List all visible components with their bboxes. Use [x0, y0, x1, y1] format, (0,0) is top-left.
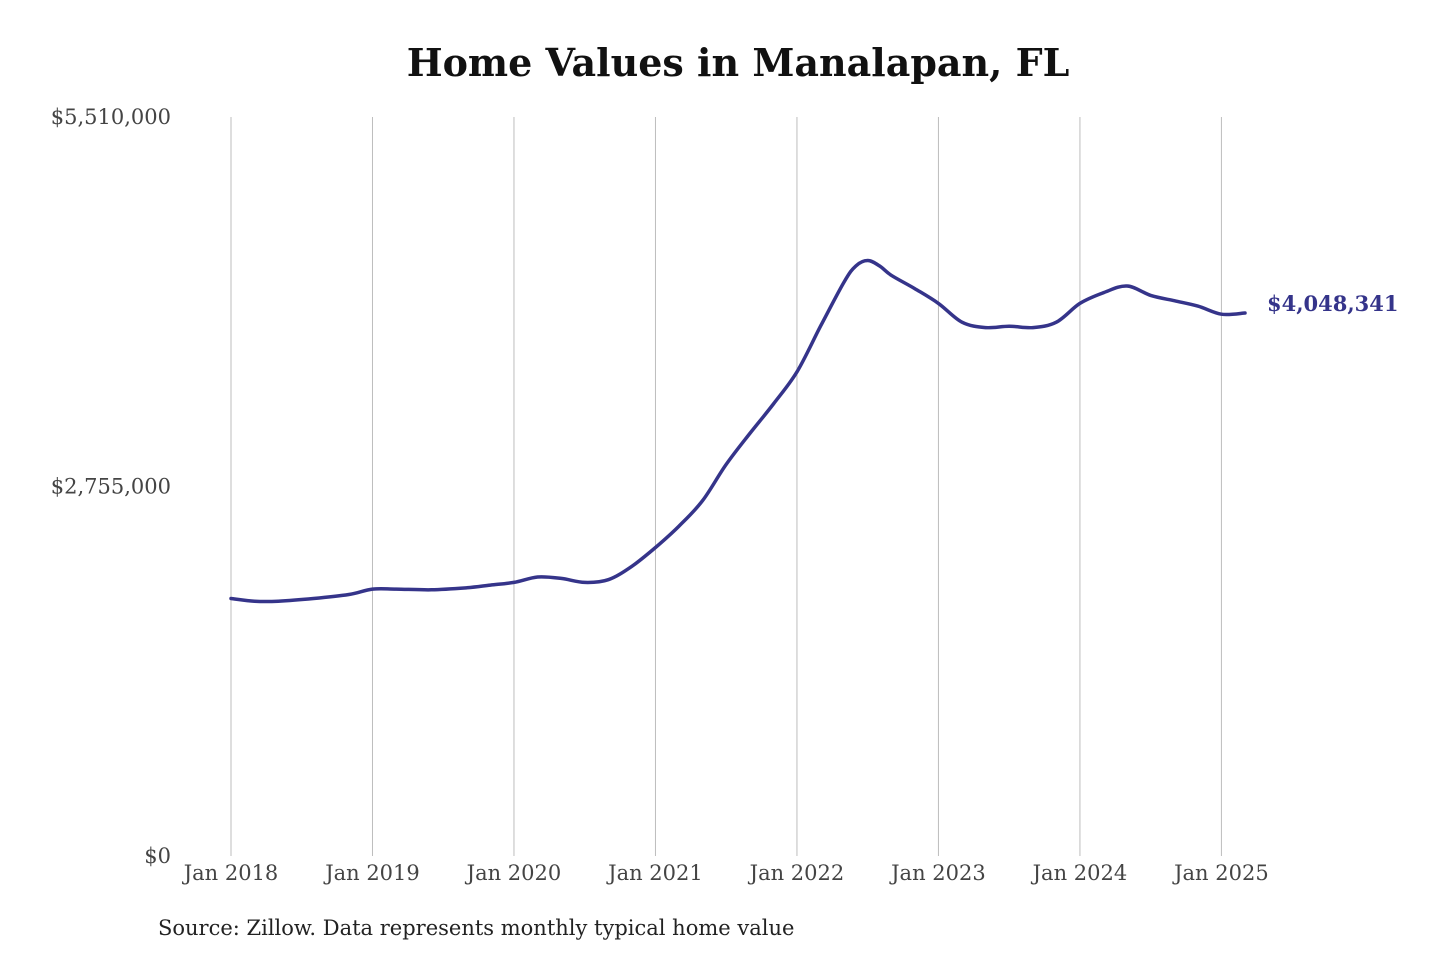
x-axis-tick-labels: Jan 2018 Jan 2019 Jan 2020 Jan 2021 Jan 2022… — [182, 861, 1269, 885]
chart-title: Home Values in Manalapan, FL — [406, 40, 1070, 85]
y-tick-label: $5,510,000 — [51, 105, 171, 129]
vertical-gridlines — [230, 117, 1222, 856]
y-tick-label: $0 — [144, 844, 171, 868]
y-axis-tick-labels: $5,510,000 $2,755,000 $0 — [51, 105, 171, 868]
end-value-label-layer: $4,048,341 — [1267, 291, 1399, 316]
x-tick-label: Jan 2024 — [1031, 861, 1128, 885]
x-tick-label: Jan 2020 — [465, 861, 562, 885]
y-tick-label: $2,755,000 — [51, 475, 171, 499]
x-tick-label: Jan 2021 — [606, 861, 703, 885]
x-tick-label: Jan 2018 — [182, 861, 279, 885]
source-note: Source: Zillow. Data represents monthly … — [158, 916, 795, 940]
home-value-series-line — [229, 258, 1247, 604]
x-tick-label: Jan 2019 — [323, 861, 420, 885]
x-tick-label: Jan 2023 — [889, 861, 986, 885]
x-tick-label: Jan 2025 — [1172, 861, 1269, 885]
x-tick-label: Jan 2022 — [748, 861, 845, 885]
series-layer — [229, 258, 1247, 604]
end-value-label: $4,048,341 — [1267, 291, 1399, 316]
